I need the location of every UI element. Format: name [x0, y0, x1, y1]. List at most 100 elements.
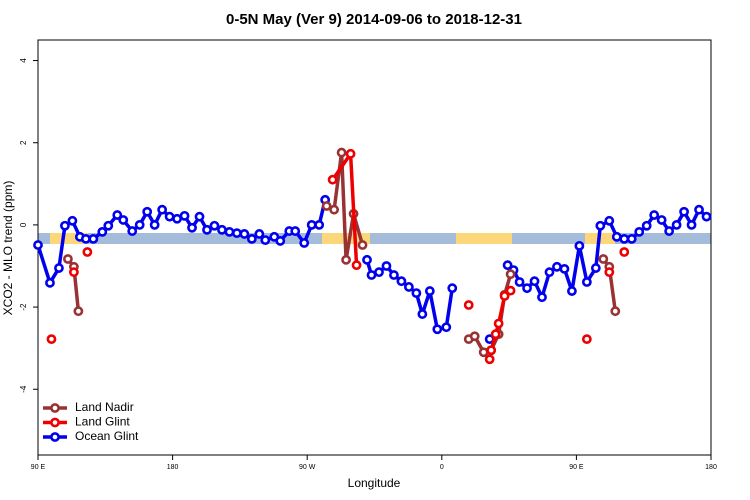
point	[595, 220, 606, 231]
point	[217, 224, 227, 235]
x-tick-label: 90 W	[299, 464, 316, 471]
point	[254, 229, 265, 239]
point	[194, 211, 205, 222]
point	[232, 228, 242, 239]
point	[103, 220, 114, 231]
point	[54, 263, 64, 273]
land-band	[456, 233, 512, 244]
point	[351, 260, 362, 271]
point	[88, 233, 99, 244]
point	[67, 215, 78, 226]
point	[417, 309, 428, 319]
point	[701, 211, 712, 222]
point	[299, 238, 310, 248]
point	[502, 260, 513, 271]
point	[345, 148, 356, 159]
land-band	[50, 233, 88, 244]
point	[46, 334, 57, 345]
point	[118, 215, 129, 225]
point	[239, 229, 250, 239]
point	[656, 215, 667, 225]
point	[179, 210, 190, 221]
point	[63, 254, 73, 264]
y-tick-label: -2	[19, 303, 28, 311]
point	[581, 277, 592, 287]
y-tick-label: -4	[19, 385, 28, 393]
x-tick-label: 180	[167, 464, 179, 471]
point	[149, 220, 160, 230]
point	[559, 263, 570, 274]
point	[389, 270, 399, 280]
point	[246, 233, 257, 244]
point	[619, 233, 630, 244]
point	[362, 254, 372, 265]
y-tick-label: 2	[19, 140, 28, 145]
point	[499, 291, 510, 301]
point	[490, 329, 501, 340]
point	[396, 276, 407, 287]
point	[505, 285, 516, 296]
point	[610, 306, 621, 317]
point	[604, 267, 615, 278]
point	[321, 201, 332, 211]
point	[626, 233, 637, 244]
legend-marker	[50, 417, 60, 428]
point	[172, 213, 182, 224]
point	[224, 226, 235, 237]
point	[671, 220, 682, 230]
point	[82, 247, 93, 257]
point	[33, 240, 43, 250]
point	[112, 210, 123, 220]
x-tick-label: 180	[705, 464, 717, 471]
surface-band	[38, 233, 711, 244]
point	[327, 174, 338, 185]
point	[60, 220, 70, 231]
point	[341, 254, 351, 265]
point	[529, 276, 540, 287]
point	[403, 282, 414, 292]
point	[641, 220, 652, 231]
point	[142, 206, 153, 217]
point	[484, 334, 495, 345]
point	[97, 226, 108, 237]
point	[544, 267, 555, 278]
point	[68, 267, 79, 278]
point	[336, 147, 347, 158]
point	[374, 267, 384, 278]
x-tick-label: 90 E	[31, 464, 46, 471]
point	[574, 240, 585, 251]
legend-label: Land Nadir	[75, 400, 134, 414]
point	[486, 345, 497, 356]
point	[209, 220, 220, 231]
point	[80, 233, 91, 244]
y-tick-label: 4	[19, 58, 28, 63]
point	[134, 220, 145, 230]
x-tick-label: 90 E	[569, 464, 584, 471]
point	[679, 206, 689, 217]
point	[202, 224, 212, 235]
point	[514, 277, 525, 287]
point	[260, 235, 271, 246]
point	[275, 236, 286, 246]
legend-label: Ocean Glint	[75, 429, 139, 443]
y-tick-label: 0	[19, 222, 28, 227]
x-tick-label: 0	[440, 464, 444, 471]
y-axis-label: XCO2 - MLO trend (ppm)	[1, 181, 15, 316]
point	[469, 331, 480, 342]
point	[505, 269, 516, 280]
legend-marker	[50, 403, 60, 413]
point	[611, 231, 622, 242]
point	[290, 226, 301, 236]
point	[314, 220, 325, 230]
point	[567, 286, 577, 296]
point	[329, 204, 340, 215]
point	[581, 334, 592, 345]
point	[484, 354, 495, 365]
point	[664, 226, 675, 236]
legend-label: Land Glint	[75, 415, 130, 429]
point	[357, 240, 368, 250]
point	[441, 322, 452, 333]
point	[447, 283, 458, 294]
point	[493, 318, 504, 329]
